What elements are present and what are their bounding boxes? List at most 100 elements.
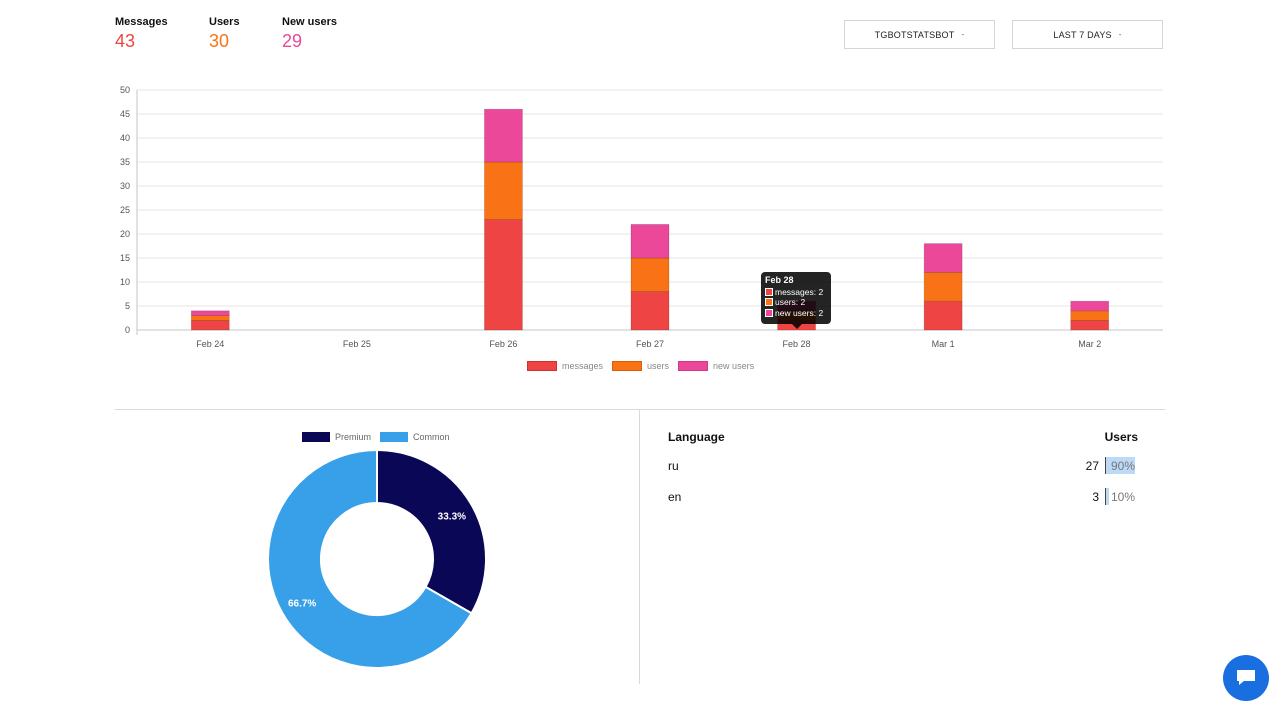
language-user-count: 27 — [1085, 458, 1099, 473]
stat-messages: Messages 43 — [115, 16, 168, 52]
x-tick-label: Mar 2 — [1078, 339, 1101, 349]
bot-select-dropdown[interactable]: TGBOTSTATSBOT - — [844, 20, 995, 49]
bar-segment-new-users — [190, 310, 230, 316]
legend-item-users[interactable]: users — [612, 361, 669, 371]
y-tick-label: 20 — [120, 229, 130, 239]
bar-segment-messages — [923, 300, 963, 331]
language-table: Language Users ru 27 90% en 3 10% — [668, 430, 1138, 512]
donut-slice-label: 33.3% — [438, 512, 466, 523]
language-code: ru — [668, 458, 679, 473]
bar-segment-messages — [190, 319, 230, 331]
legend-swatch-messages — [527, 361, 557, 371]
language-percent-bar: 90% — [1105, 457, 1138, 474]
column-header-language: Language — [668, 430, 725, 444]
x-tick-label: Feb 27 — [636, 339, 664, 349]
x-tick-label: Feb 25 — [343, 339, 371, 349]
bot-select-label: TGBOTSTATSBOT — [874, 29, 955, 40]
stat-users: Users 30 — [209, 16, 240, 52]
y-tick-label: 10 — [120, 277, 130, 287]
y-tick-label: 50 — [120, 85, 130, 95]
tooltip-swatch-users — [765, 298, 773, 307]
language-percent-bar: 10% — [1105, 488, 1138, 505]
y-tick-label: 15 — [120, 253, 130, 263]
chevron-down-icon: - — [1118, 30, 1122, 39]
donut-slice-label: 66.7% — [288, 598, 316, 609]
column-divider — [639, 410, 640, 684]
bar-segment-new-users — [1070, 300, 1110, 312]
y-tick-label: 45 — [120, 109, 130, 119]
legend-label-users: users — [647, 361, 670, 371]
bar-segment-new-users — [923, 243, 963, 273]
language-users-cell: 27 90% — [1086, 457, 1138, 474]
language-percent-fill — [1106, 457, 1135, 474]
legend-item-messages[interactable]: messages — [527, 361, 603, 371]
chat-bubble-icon — [1237, 670, 1255, 685]
tooltip-text-messages: messages: 2 — [775, 286, 824, 297]
period-select-label: LAST 7 DAYS — [1053, 29, 1112, 40]
tooltip-swatch-new-users — [765, 308, 773, 317]
language-users-cell: 3 10% — [1092, 488, 1138, 505]
table-row: en 3 10% — [668, 481, 1138, 512]
language-percent-fill — [1106, 488, 1110, 505]
section-divider — [115, 409, 1165, 410]
tooltip-row-new-users: new users: 2 — [765, 308, 827, 319]
bar-segment-messages — [484, 219, 523, 331]
legend-label-premium: Premium — [335, 432, 372, 442]
stat-users-label: Users — [209, 16, 240, 28]
language-code: en — [668, 489, 682, 504]
bar-segment-messages — [630, 291, 670, 331]
bar-segment-messages — [1070, 319, 1110, 331]
stat-messages-label: Messages — [115, 16, 168, 28]
legend-item-new-users[interactable]: new users — [678, 361, 754, 371]
bar-segment-users — [484, 161, 523, 220]
donut-slice-common — [267, 448, 473, 669]
legend-swatch-users — [612, 361, 643, 371]
tooltip-text-new-users: new users: 2 — [775, 307, 824, 318]
legend-swatch-new-users — [678, 361, 709, 371]
legend-label-messages: messages — [562, 361, 604, 371]
bar-segment-users — [630, 257, 670, 292]
bar-chart-legend: messages users new users — [527, 361, 763, 371]
legend-label-new-users: new users — [713, 361, 755, 371]
stat-messages-value: 43 — [115, 31, 136, 51]
tooltip-row-messages: messages: 2 — [765, 287, 827, 298]
language-percent-text: 90% — [1111, 459, 1136, 473]
tooltip-title: Feb 28 — [765, 275, 794, 285]
legend-item-premium[interactable]: Premium — [302, 432, 371, 442]
stat-users-value: 30 — [209, 31, 230, 51]
chart-tooltip: Feb 28 messages: 2 users: 2 new users: 2 — [761, 272, 831, 329]
y-tick-label: 5 — [125, 301, 130, 311]
chat-button[interactable] — [1223, 655, 1269, 701]
x-tick-label: Mar 1 — [932, 339, 955, 349]
y-tick-label: 0 — [125, 325, 130, 335]
language-percent-text: 10% — [1111, 490, 1136, 504]
column-header-users: Users — [1104, 430, 1138, 444]
donut-slice-premium — [376, 448, 487, 615]
stat-new-users-value: 29 — [282, 31, 303, 51]
bar-segment-users — [923, 271, 963, 302]
tooltip-row-users: users: 2 — [765, 297, 827, 308]
legend-item-common[interactable]: Common — [380, 432, 450, 442]
x-tick-label: Feb 28 — [783, 339, 811, 349]
bar-segment-users — [190, 315, 230, 321]
language-table-header: Language Users — [668, 430, 1138, 450]
bar-segment-new-users — [630, 223, 670, 259]
donut-chart-legend: Premium Common — [302, 432, 459, 442]
bar-segment-new-users — [484, 108, 523, 163]
legend-swatch-premium — [302, 432, 330, 442]
y-tick-label: 25 — [120, 205, 130, 215]
stat-new-users-label: New users — [282, 16, 338, 28]
legend-swatch-common — [380, 432, 409, 442]
tooltip-text-users: users: 2 — [775, 297, 806, 307]
language-user-count: 3 — [1092, 489, 1099, 504]
chevron-down-icon: - — [961, 30, 965, 39]
y-tick-label: 30 — [120, 181, 130, 191]
y-tick-label: 40 — [120, 133, 130, 143]
x-tick-label: Feb 26 — [489, 339, 517, 349]
table-row: ru 27 90% — [668, 450, 1138, 481]
x-tick-label: Feb 24 — [196, 339, 224, 349]
period-select-dropdown[interactable]: LAST 7 DAYS - — [1012, 20, 1163, 49]
bar-segment-users — [1070, 310, 1110, 321]
tooltip-swatch-messages — [765, 287, 773, 296]
